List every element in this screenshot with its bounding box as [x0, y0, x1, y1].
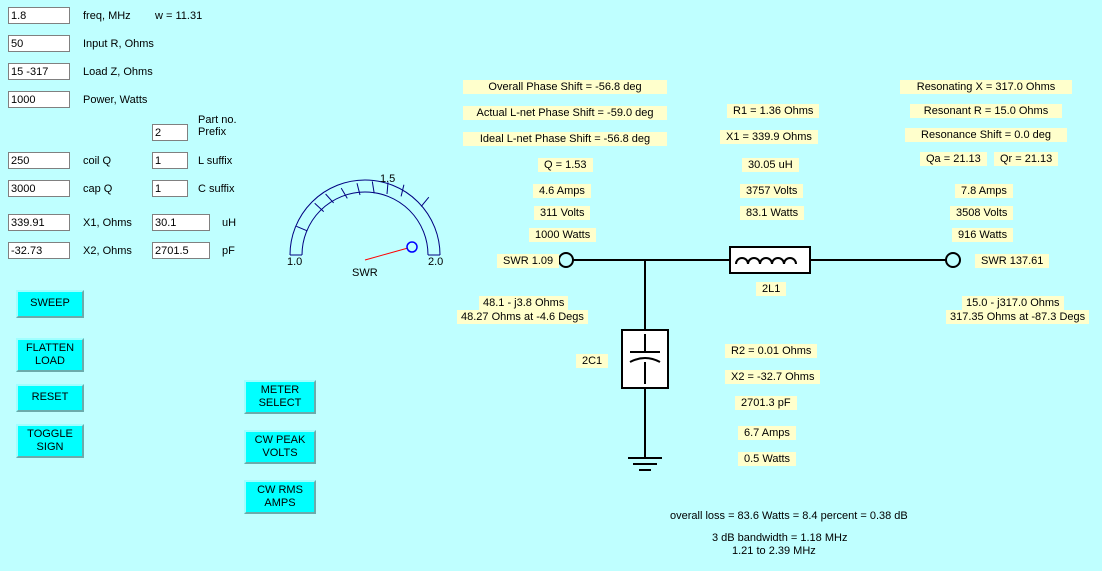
meter-tick-mid: 1.5 [380, 173, 395, 185]
swr-needle-tip [407, 242, 417, 252]
swr-right-badge: SWR 137.61 [975, 254, 1049, 268]
svolts-badge: 3757 Volts [740, 184, 803, 198]
z-left-badge: 48.1 - j3.8 Ohms [479, 296, 568, 310]
bw1-label: 3 dB bandwidth = 1.18 MHz [712, 532, 847, 544]
shunt-amps-badge: 6.7 Amps [738, 426, 796, 440]
inductor-icon [730, 247, 810, 273]
r1-badge: R1 = 1.36 Ohms [727, 104, 819, 118]
swr-needle [365, 248, 408, 260]
uh-badge: 30.05 uH [742, 158, 799, 172]
pf-badge: 2701.3 pF [735, 396, 797, 410]
rwatts-badge: 916 Watts [952, 228, 1013, 242]
series-name-badge: 2L1 [756, 282, 786, 296]
swr-left-badge: SWR 1.09 [497, 254, 559, 268]
z-right-badge: 15.0 - j317.0 Ohms [962, 296, 1064, 310]
loss-label: overall loss = 83.6 Watts = 8.4 percent … [670, 510, 908, 522]
resshift-badge: Resonance Shift = 0.0 deg [905, 128, 1067, 142]
x1s-badge: X1 = 339.9 Ohms [720, 130, 818, 144]
overall-phase-badge: Overall Phase Shift = -56.8 deg [463, 80, 667, 94]
q-badge: Q = 1.53 [538, 158, 593, 172]
ideal-phase-badge: Ideal L-net Phase Shift = -56.8 deg [463, 132, 667, 146]
qr-badge: Qr = 21.13 [994, 152, 1058, 166]
zmag-left-badge: 48.27 Ohms at -4.6 Degs [457, 310, 588, 324]
resx-badge: Resonating X = 317.0 Ohms [900, 80, 1072, 94]
meter-tick-right: 2.0 [428, 256, 443, 268]
r2-badge: R2 = 0.01 Ohms [725, 344, 817, 358]
ramps-badge: 7.8 Amps [955, 184, 1013, 198]
qa-badge: Qa = 21.13 [920, 152, 987, 166]
bw2-label: 1.21 to 2.39 MHz [732, 545, 816, 557]
zmag-right-badge: 317.35 Ohms at -87.3 Degs [946, 310, 1089, 324]
capacitor-icon [622, 330, 668, 388]
rvolts-badge: 3508 Volts [950, 206, 1013, 220]
swatts-badge: 83.1 Watts [740, 206, 804, 220]
actual-phase-badge: Actual L-net Phase Shift = -59.0 deg [463, 106, 667, 120]
swr-meter-icon [290, 180, 440, 255]
watts-badge: 1000 Watts [529, 228, 596, 242]
meter-tick-left: 1.0 [287, 256, 302, 268]
resr-badge: Resonant R = 15.0 Ohms [910, 104, 1062, 118]
amps-badge: 4.6 Amps [533, 184, 591, 198]
volts-badge: 311 Volts [534, 206, 590, 220]
meter-label: SWR [352, 267, 378, 279]
x2s-badge: X2 = -32.7 Ohms [725, 370, 820, 384]
shunt-name-badge: 2C1 [576, 354, 608, 368]
shunt-watts-badge: 0.5 Watts [738, 452, 796, 466]
